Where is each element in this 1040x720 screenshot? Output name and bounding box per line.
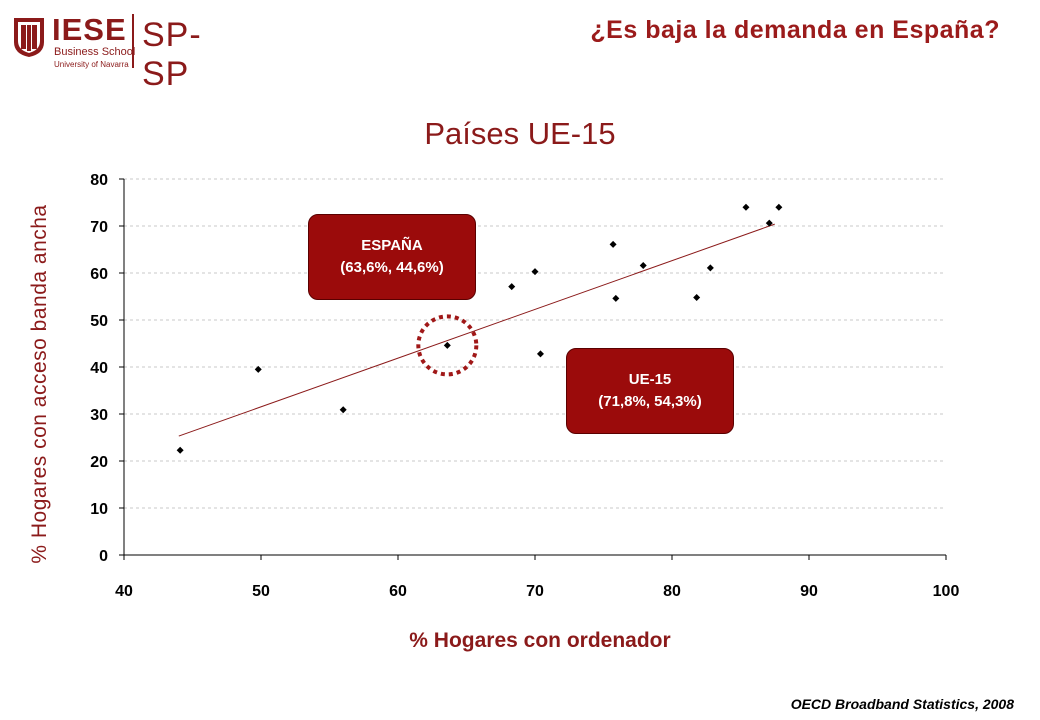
data-point xyxy=(612,294,620,302)
logo-university: University of Navarra xyxy=(54,60,129,69)
callout-ue15-values: (71,8%, 54,3%) xyxy=(598,393,702,410)
x-tick-label: 60 xyxy=(389,583,407,600)
data-point xyxy=(339,406,347,414)
data-point xyxy=(536,350,544,358)
x-axis-label: % Hogares con ordenador xyxy=(409,629,671,652)
y-tick-label: 80 xyxy=(90,172,108,189)
data-point xyxy=(508,283,516,291)
data-point xyxy=(609,240,617,248)
data-point xyxy=(693,293,701,301)
data-point xyxy=(531,268,539,276)
slide-title: ¿Es baja la demanda en España? xyxy=(590,16,1000,44)
logo-text: IESE xyxy=(52,12,127,47)
source-note: OECD Broadband Statistics, 2008 xyxy=(790,696,1014,712)
y-tick-label: 10 xyxy=(90,501,108,518)
callout-espana: ESPAÑA (63,6%, 44,6%) xyxy=(308,214,476,300)
y-tick-label: 50 xyxy=(90,313,108,330)
x-tick-label: 80 xyxy=(663,583,681,600)
callout-espana-values: (63,6%, 44,6%) xyxy=(340,259,444,276)
x-tick-label: 100 xyxy=(933,583,960,600)
data-point xyxy=(706,264,714,272)
callout-espana-title: ESPAÑA xyxy=(361,237,423,255)
chart-title: Países UE-15 xyxy=(424,116,616,151)
highlight-circle xyxy=(416,314,479,377)
y-tick-label: 30 xyxy=(90,407,108,424)
iese-crest-icon xyxy=(14,18,44,57)
y-tick-label: 0 xyxy=(99,548,108,565)
x-tick-label: 40 xyxy=(115,583,133,600)
x-tick-label: 90 xyxy=(800,583,818,600)
data-point xyxy=(765,219,773,227)
data-point xyxy=(775,203,783,211)
data-point xyxy=(176,446,184,454)
data-point xyxy=(639,261,647,269)
iese-logo: IESE Business School University of Navar… xyxy=(12,10,242,93)
data-point xyxy=(443,341,451,349)
logo-subtitle: Business School xyxy=(54,46,136,58)
x-tick-label: 50 xyxy=(252,583,270,600)
data-point xyxy=(254,365,262,373)
trend-line xyxy=(178,223,775,437)
y-tick-label: 20 xyxy=(90,454,108,471)
y-tick-label: 60 xyxy=(90,266,108,283)
logo-program: SP-SP xyxy=(142,16,202,93)
callout-ue15: UE-15 (71,8%, 54,3%) xyxy=(566,348,734,434)
x-tick-label: 70 xyxy=(526,583,544,600)
logo-divider xyxy=(132,14,134,68)
callout-ue15-title: UE-15 xyxy=(628,371,672,389)
data-point xyxy=(742,203,750,211)
y-tick-label: 70 xyxy=(90,219,108,236)
y-tick-label: 40 xyxy=(90,360,108,377)
y-axis-label: % Hogares con acceso banda ancha xyxy=(28,204,51,564)
